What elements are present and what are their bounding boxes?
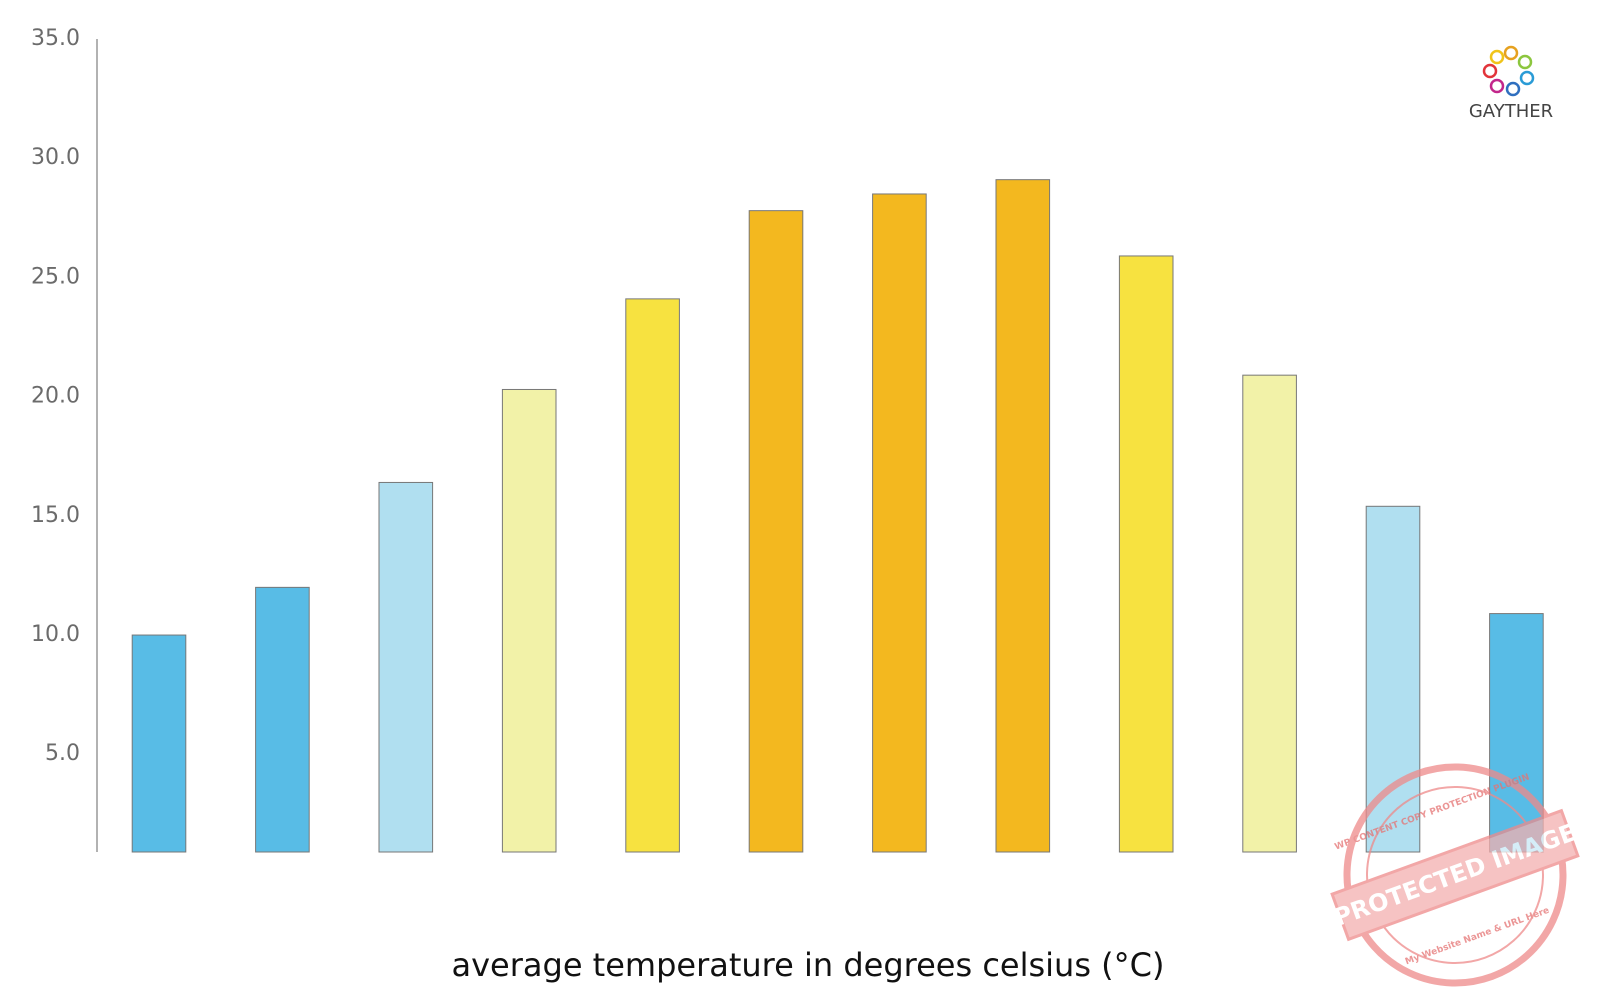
bar <box>1365 505 1421 853</box>
y-tick-label: 35.0 <box>31 26 80 51</box>
bar <box>748 210 804 853</box>
bar <box>625 298 680 853</box>
logo-icon <box>1482 45 1535 97</box>
y-tick-label: 30.0 <box>31 145 80 170</box>
bar <box>1118 255 1174 853</box>
stamp: PROTECTED IMAGE WP CONTENT COPY PROTECTI… <box>1330 763 1580 987</box>
bar <box>1242 374 1297 853</box>
y-tick-label: 10.0 <box>31 622 80 647</box>
bar <box>501 388 557 853</box>
bar <box>995 179 1051 853</box>
x-axis-label: average temperature in degrees celsius (… <box>452 946 1165 984</box>
bar <box>872 193 927 853</box>
logo: GAYTHER <box>1469 45 1553 122</box>
bar <box>1489 613 1544 853</box>
y-tick-label: 5.0 <box>45 741 80 766</box>
y-tick-label: 25.0 <box>31 264 80 289</box>
bar <box>131 634 187 853</box>
y-tick-label: 20.0 <box>31 384 80 409</box>
bar <box>378 481 434 853</box>
logo-text: GAYTHER <box>1469 101 1553 122</box>
y-tick-label: 15.0 <box>31 503 80 528</box>
bar <box>255 586 310 853</box>
